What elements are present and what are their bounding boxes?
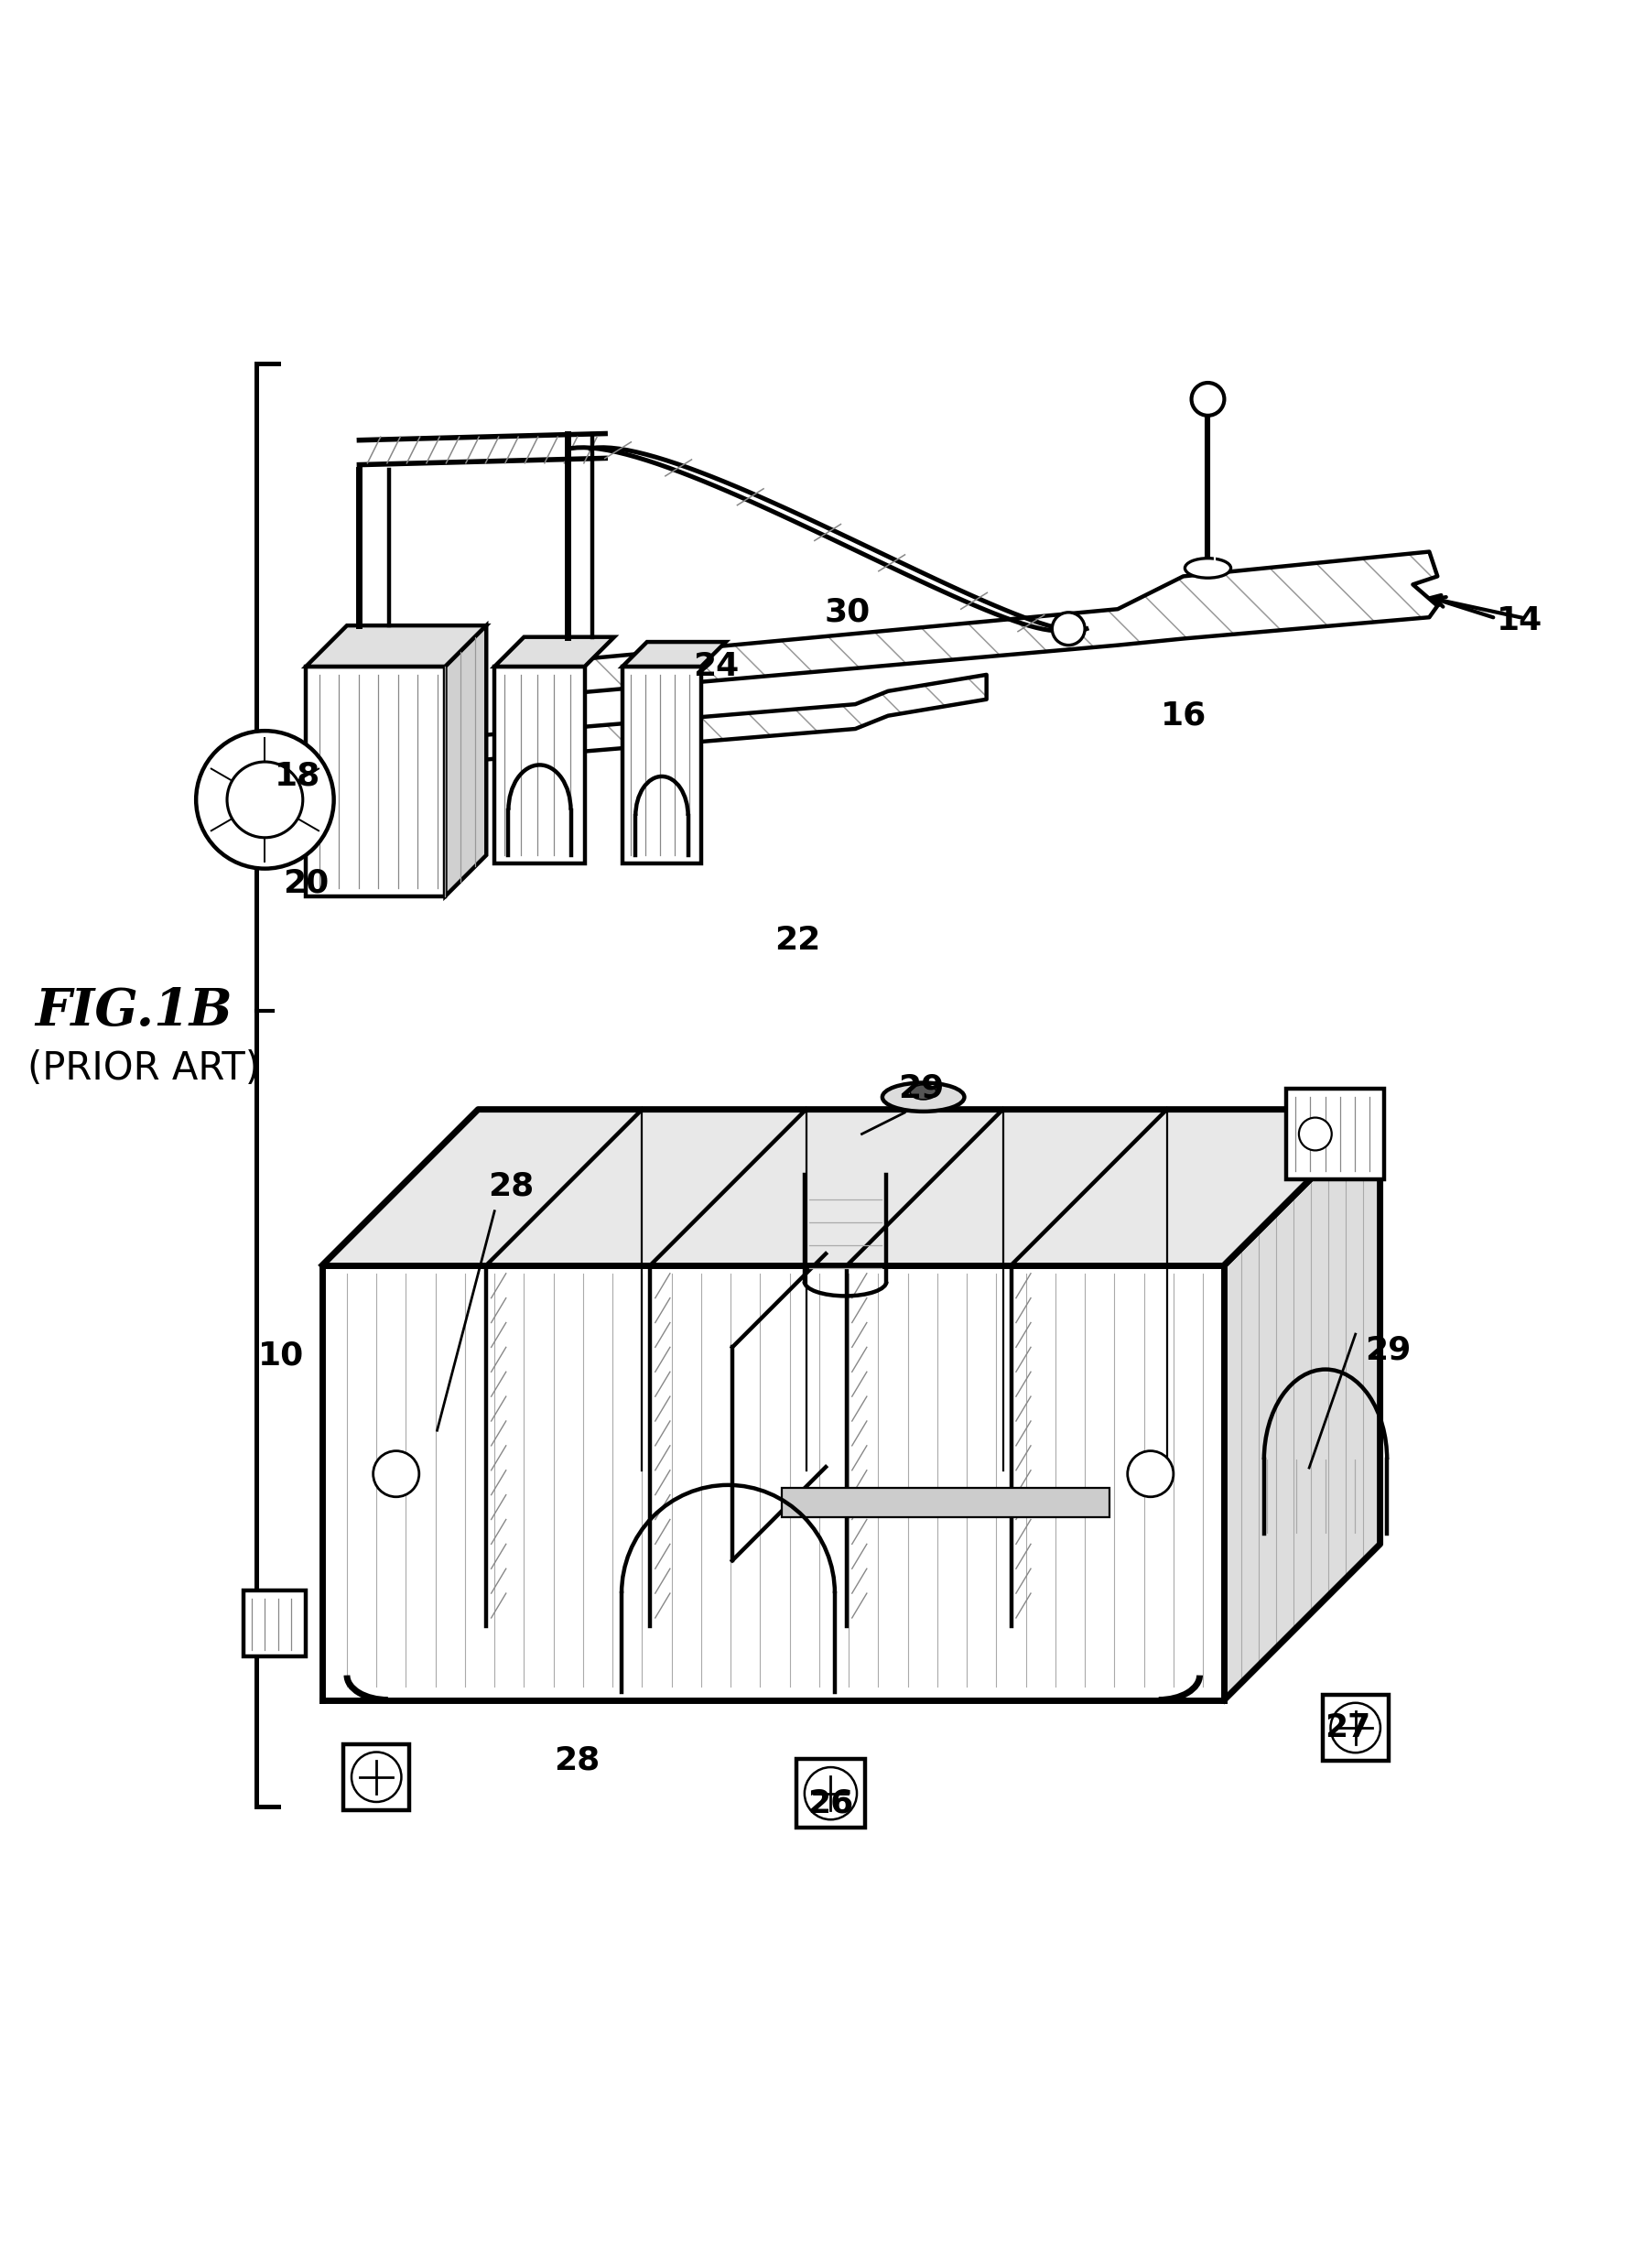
Circle shape [373,1452,419,1497]
Text: 24: 24 [693,651,739,683]
Bar [344,1744,410,1810]
Bar [306,667,446,896]
Bar [781,1488,1109,1517]
Text: 10: 10 [258,1340,304,1370]
Text: FIG.1B: FIG.1B [35,987,232,1036]
Bar [1323,1694,1388,1760]
Text: 29: 29 [898,1073,944,1105]
Polygon shape [503,551,1438,699]
Polygon shape [421,674,987,764]
Text: 22: 22 [775,925,821,957]
Circle shape [352,1753,401,1801]
Circle shape [1053,612,1086,644]
Polygon shape [1224,1109,1380,1701]
Polygon shape [322,1109,1380,1266]
Circle shape [1191,383,1224,415]
Text: 18: 18 [275,760,321,792]
Text: 28: 28 [489,1170,535,1202]
Circle shape [196,730,334,869]
Ellipse shape [910,1084,936,1100]
Text: (PRIOR ART): (PRIOR ART) [26,1050,260,1089]
Text: 14: 14 [1497,606,1543,635]
Circle shape [804,1767,857,1819]
Text: 16: 16 [1160,701,1206,730]
Circle shape [1127,1452,1173,1497]
Polygon shape [306,626,487,667]
Polygon shape [446,626,487,896]
Bar [622,667,701,864]
Bar [1286,1089,1383,1179]
Polygon shape [622,642,725,667]
Ellipse shape [882,1082,964,1111]
Polygon shape [322,1266,1224,1701]
Circle shape [1300,1118,1332,1150]
Text: 29: 29 [1365,1336,1411,1365]
Text: 26: 26 [808,1787,854,1819]
Text: 28: 28 [553,1744,599,1776]
Bar [243,1590,306,1656]
Circle shape [1331,1703,1380,1753]
Text: 20: 20 [283,866,329,898]
Bar [796,1760,865,1828]
Circle shape [227,762,303,837]
Polygon shape [495,637,614,667]
Text: 27: 27 [1324,1712,1370,1744]
Ellipse shape [1184,558,1230,578]
Text: 30: 30 [824,596,870,628]
Bar [495,667,584,864]
